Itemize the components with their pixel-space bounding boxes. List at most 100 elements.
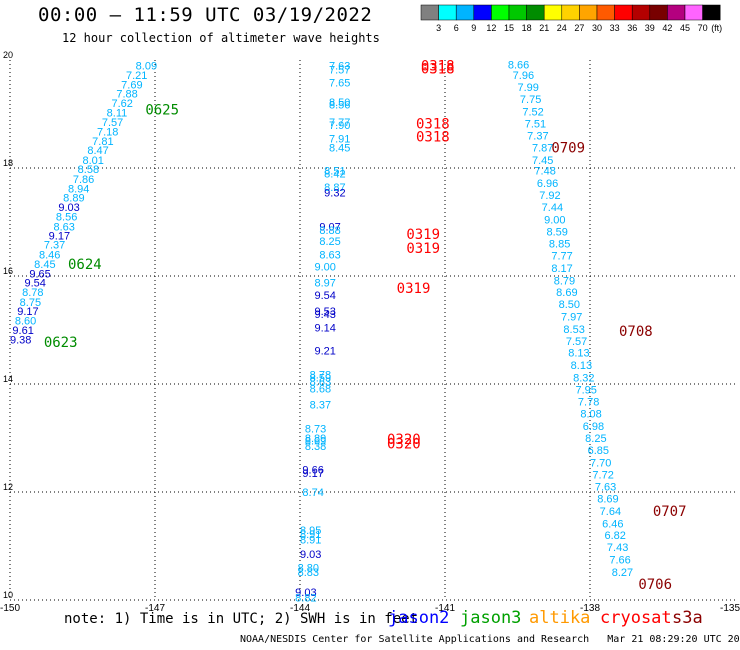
swh-value-label: 8.56 (329, 99, 350, 111)
swh-value-label: 8.50 (329, 97, 350, 109)
swh-value-label: 7.95 (576, 384, 597, 396)
swh-value-label: 8.38 (305, 441, 326, 453)
swh-value-label: 8.78 (22, 287, 43, 299)
swh-value-label: 7.92 (539, 190, 560, 202)
swh-value-label: 9.38 (10, 335, 31, 347)
swh-value-label: 7.64 (600, 506, 621, 518)
colorbar-swatch (579, 4, 598, 21)
swh-value-label: 8.32 (573, 373, 594, 385)
swh-value-label: 7.51 (525, 119, 546, 131)
y-tick-label: 16 (3, 266, 13, 276)
swh-value-label: 9.61 (12, 325, 33, 337)
swh-value-label: 8.87 (324, 182, 345, 194)
swh-value-label: 8.78 (310, 369, 331, 381)
colorbar-swatch (684, 4, 703, 21)
y-tick-label: 18 (3, 158, 13, 168)
time-label: 0318 (421, 62, 455, 78)
swh-value-label: 8.59 (547, 227, 568, 239)
swh-value-label: 8.69 (556, 287, 577, 299)
colorbar-swatch (473, 4, 492, 21)
time-label: 0709 (551, 140, 585, 156)
swh-value-label: 7.70 (590, 457, 611, 469)
swh-value-label: 7.44 (542, 202, 563, 214)
colorbar-label: 6 (454, 23, 459, 33)
legend-cryosat: cryosat (600, 608, 672, 628)
swh-value-label: 7.90 (329, 120, 350, 132)
x-tick-label: -141 (435, 603, 455, 614)
colorbar-swatch (543, 4, 563, 21)
footer-credit: NOAA/NESDIS Center for Satellite Applica… (240, 634, 740, 645)
swh-value-label: 9.54 (315, 290, 336, 302)
swh-value-label: 8.91 (300, 529, 321, 541)
colorbar-label: 30 (592, 23, 602, 33)
swh-value-label: 7.62 (112, 98, 133, 110)
swh-value-label: 8.51 (324, 166, 345, 178)
x-tick-label: -138 (580, 603, 600, 614)
swh-value-label: 8.60 (15, 315, 36, 327)
swh-value-label: 9.17 (49, 231, 70, 243)
swh-value-label: 7.48 (534, 166, 555, 178)
swh-value-label: 7.99 (518, 82, 539, 94)
swh-value-label: 9.54 (25, 277, 46, 289)
time-label: 0318 (416, 130, 450, 146)
swh-value-label: 8.08 (580, 409, 601, 421)
swh-value-label: 7.37 (44, 240, 65, 252)
swh-value-label: 8.79 (554, 275, 575, 287)
footer-note: note: 1) Time is in UTC; 2) SWH is in fe… (64, 611, 419, 627)
swh-value-label: 7.96 (513, 70, 534, 82)
colorbar-swatch (667, 4, 686, 21)
swh-value-label: 6.85 (588, 445, 609, 457)
swh-value-label: 9.17 (17, 306, 38, 318)
colorbar-label: 27 (574, 23, 584, 33)
time-label: 0706 (638, 577, 672, 593)
swh-value-label: 8.68 (310, 383, 331, 395)
swh-value-label: 8.94 (68, 184, 89, 196)
swh-value-label: 7.52 (522, 106, 543, 118)
swh-value-label: 8.89 (63, 193, 84, 205)
time-label: 0318 (421, 58, 455, 74)
legend-jason3: jason3 (460, 608, 522, 628)
swh-value-label: 8.37 (310, 400, 331, 412)
swh-value-label: 7.77 (551, 250, 572, 262)
x-tick-label: -150 (0, 603, 20, 614)
y-tick-label: 20 (3, 50, 13, 60)
swh-value-label: 7.86 (73, 174, 94, 186)
swh-value-label: 8.63 (310, 376, 331, 388)
swh-value-label: 7.37 (527, 131, 548, 143)
swh-value-label: 6.96 (537, 178, 558, 190)
y-tick-label: 12 (3, 482, 13, 492)
swh-value-label: 7.77 (329, 117, 350, 129)
colorbar-label: 42 (662, 23, 672, 33)
swh-value-label: 8.25 (585, 433, 606, 445)
swh-value-label: 7.65 (329, 78, 350, 90)
swh-value-label: 8.63 (54, 221, 75, 233)
swh-value-label: 7.75 (520, 94, 541, 106)
swh-value-label: 8.01 (83, 155, 104, 167)
colorbar-swatch (631, 4, 651, 21)
swh-value-label: 6.82 (605, 530, 626, 542)
colorbar-label: 24 (557, 23, 567, 33)
swh-value-label: 7.72 (592, 470, 613, 482)
x-tick-label: -135 (720, 603, 740, 614)
swh-value-label: 7.57 (329, 65, 350, 77)
colorbar-swatch (596, 4, 615, 21)
swh-value-label: 8.25 (319, 236, 340, 248)
x-tick-label: -147 (145, 603, 165, 614)
colorbar-label: 45 (680, 23, 690, 33)
colorbar-unit: (ft) (711, 23, 722, 33)
swh-value-label: 8.53 (563, 324, 584, 336)
swh-value-label: 9.03 (300, 549, 321, 561)
time-label: 0624 (68, 257, 102, 273)
swh-value-label: 8.27 (612, 567, 633, 579)
swh-value-label: 9.14 (315, 322, 336, 334)
swh-value-label: 8.09 (136, 60, 157, 72)
swh-value-label: 9.03 (58, 202, 79, 214)
colorbar-swatch (438, 4, 457, 21)
swh-value-label: 8.45 (34, 259, 55, 271)
page-title: 00:00 — 11:59 UTC 03/19/2022 (38, 4, 373, 26)
page-subtitle: 12 hour collection of altimeter wave hei… (62, 31, 380, 45)
swh-value-label: 8.58 (78, 164, 99, 176)
time-label: 0623 (44, 335, 78, 351)
swh-value-label: 7.88 (116, 88, 137, 100)
